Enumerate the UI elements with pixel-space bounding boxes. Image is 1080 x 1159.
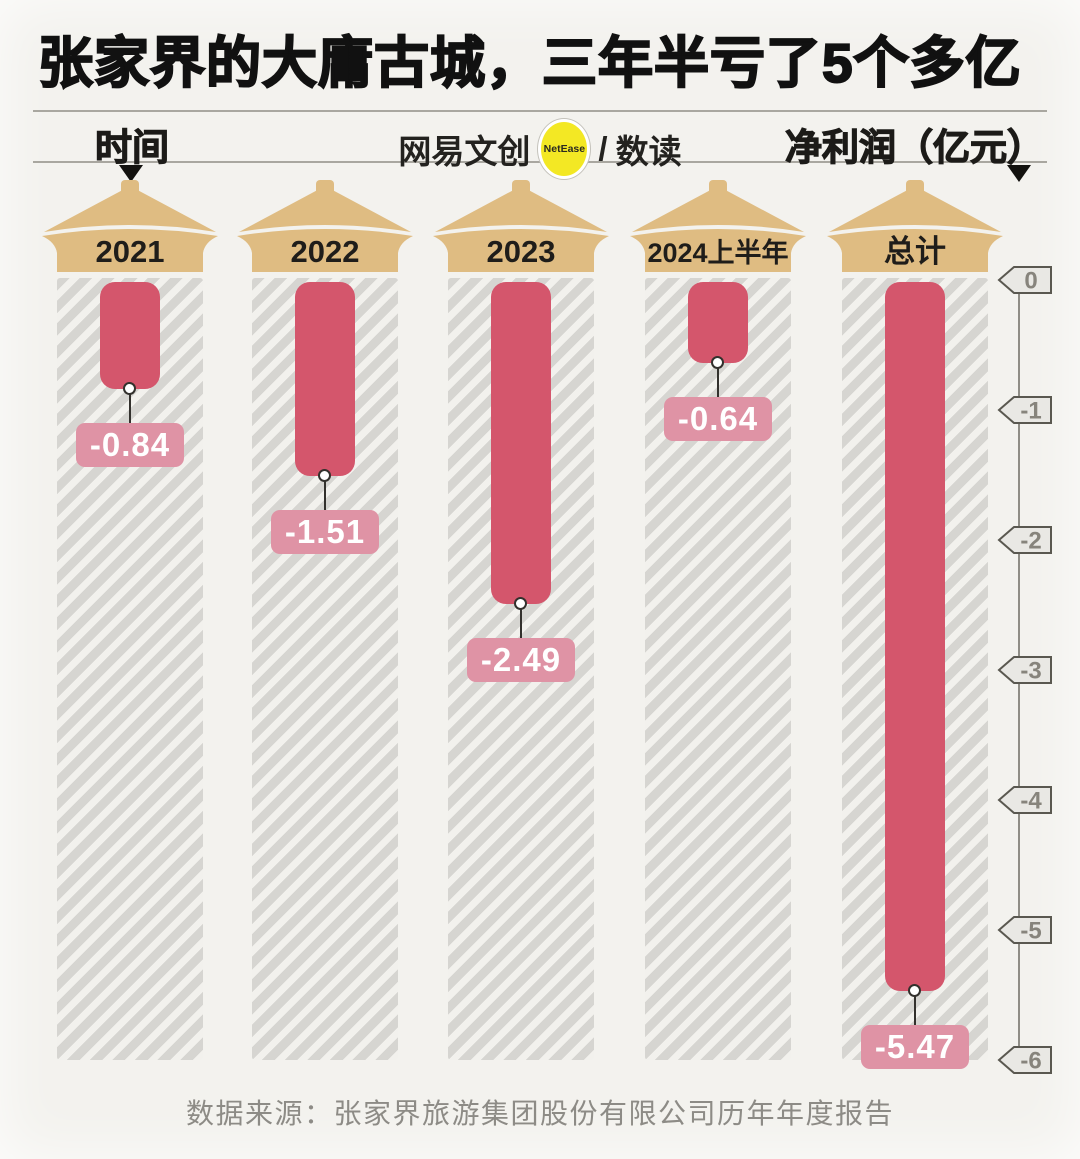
value-label: -1.51 <box>271 510 379 555</box>
y-axis-tick: -5 <box>997 916 1052 945</box>
loss-bar <box>688 282 748 364</box>
category-label: 总计 <box>884 234 946 269</box>
pagoda-roof-icon: 2024上半年 <box>630 180 806 272</box>
logo-section-text: 数读 <box>615 133 682 170</box>
pagoda-roof-icon: 2023 <box>433 180 609 272</box>
pagoda-roof-icon: 2021 <box>42 180 218 272</box>
value-connector-line <box>717 368 719 398</box>
value-connector-line <box>129 394 131 424</box>
category-label: 2021 <box>96 234 165 269</box>
netease-shudu-logo: 网易文创 NetEase / 数读 <box>0 119 1080 179</box>
y-axis-tick: -1 <box>997 396 1052 425</box>
category-label: 2022 <box>291 234 360 269</box>
bar-end-marker <box>318 469 331 483</box>
bar-end-marker <box>123 382 136 396</box>
tick-label: -6 <box>1020 1048 1041 1075</box>
header-top-rule <box>33 110 1047 112</box>
netease-badge-icon: NetEase <box>538 119 591 179</box>
y-axis-tick: -2 <box>997 526 1052 555</box>
loss-bar <box>491 282 551 604</box>
value-label: -0.84 <box>76 423 184 468</box>
tick-label: -2 <box>1020 528 1041 555</box>
loss-bar <box>100 282 160 390</box>
loss-bar <box>885 282 945 992</box>
pagoda-roof-icon: 总计 <box>827 180 1003 272</box>
y-axis-title: 净利润（亿元） <box>784 126 1044 168</box>
y-axis-tick: -3 <box>997 656 1052 685</box>
value-label: -0.64 <box>664 397 772 442</box>
x-axis-title: 时间 <box>94 126 169 168</box>
logo-separator: / <box>598 130 608 167</box>
value-label: -2.49 <box>467 637 575 682</box>
page-title: 张家界的大庸古城，三年半亏了5个多亿 <box>37 31 1022 95</box>
y-axis-tick: -6 <box>997 1046 1052 1075</box>
tick-label: -4 <box>1020 788 1042 815</box>
y-axis-tick: -4 <box>997 786 1052 815</box>
tick-label: 0 <box>1024 268 1037 295</box>
value-connector-line <box>520 608 522 638</box>
logo-brand-text: 网易文创 <box>398 133 531 170</box>
bar-end-marker <box>514 596 527 610</box>
bar-end-marker <box>908 984 921 998</box>
pagoda-roof-icon: 2022 <box>237 180 413 272</box>
loss-bar <box>295 282 355 477</box>
value-connector-line <box>914 996 916 1026</box>
value-connector-line <box>324 481 326 511</box>
category-label: 2024上半年 <box>647 237 788 268</box>
category-label: 2023 <box>487 234 556 269</box>
value-axis-arrow-icon <box>1007 165 1031 182</box>
data-source-note: 数据来源：张家界旅游集团股份有限公司历年年度报告 <box>185 1098 894 1129</box>
y-axis-tick: 0 <box>997 266 1052 295</box>
tick-label: -3 <box>1020 658 1041 685</box>
tick-label: -1 <box>1020 398 1041 425</box>
tick-label: -5 <box>1020 918 1041 945</box>
time-axis-arrow-icon <box>119 165 143 182</box>
bar-end-marker <box>711 356 724 370</box>
value-label: -5.47 <box>861 1025 969 1070</box>
